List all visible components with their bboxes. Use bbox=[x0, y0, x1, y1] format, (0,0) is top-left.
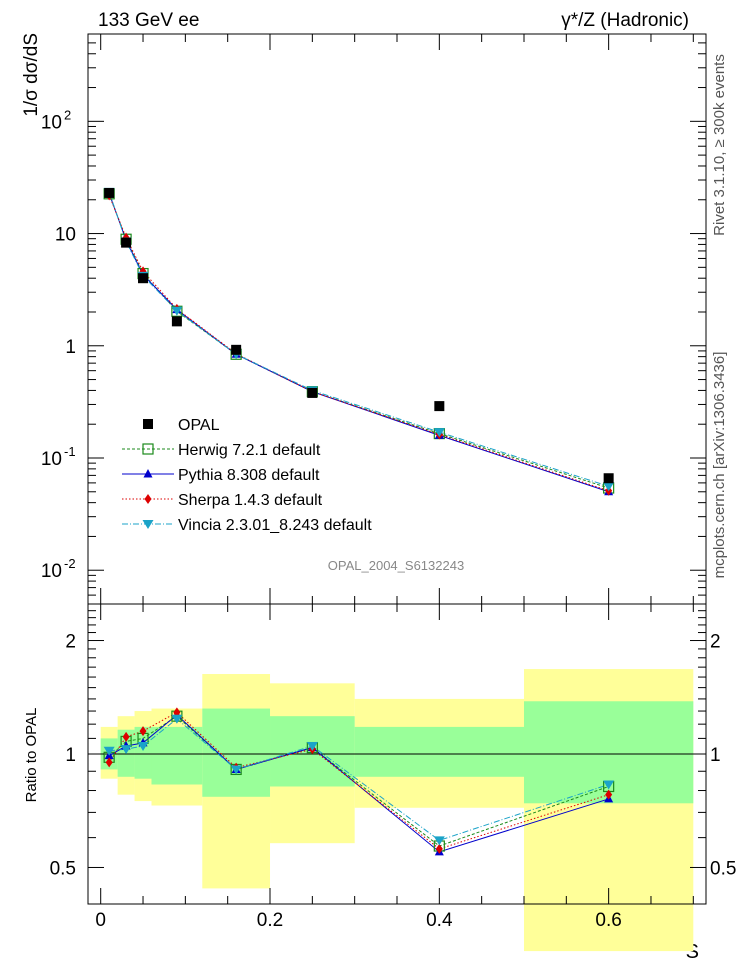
legend-label: Sherpa 1.4.3 default bbox=[178, 492, 323, 509]
opal-data-point bbox=[138, 273, 149, 284]
ratio-y-tick-label-right: 1 bbox=[710, 745, 721, 766]
ratio-uncertainty-bands bbox=[100, 669, 694, 952]
opal-data-point bbox=[171, 316, 182, 327]
ratio-y-axis-label: Ratio to OPAL bbox=[23, 708, 40, 803]
x-tick-label: 0.2 bbox=[257, 910, 283, 931]
mcplots-label: mcplots.cern.ch [arXiv:1306.3436] bbox=[711, 352, 728, 579]
legend-opal-marker bbox=[143, 419, 153, 429]
ratio-y-tick-label-right: 0.5 bbox=[710, 858, 736, 879]
opal-data-point bbox=[434, 401, 445, 412]
main-y-tick-label: 10 bbox=[41, 112, 62, 133]
plot-title-left: 133 GeV ee bbox=[98, 10, 199, 31]
legend-label: OPAL bbox=[178, 417, 220, 434]
x-tick-label: 0.4 bbox=[426, 910, 453, 931]
ratio-series-point bbox=[122, 731, 130, 742]
green-band-bin bbox=[354, 726, 524, 777]
ratio-series-point bbox=[230, 765, 242, 775]
green-band-bin bbox=[202, 708, 271, 797]
opal-data-point bbox=[121, 237, 132, 248]
ratio-series-point bbox=[433, 836, 445, 846]
legend-marker bbox=[142, 443, 154, 455]
ratio-series-point bbox=[306, 742, 318, 752]
legend-label: Pythia 8.308 default bbox=[178, 467, 320, 484]
main-series-point bbox=[171, 306, 183, 316]
main-y-axis-label: 1/σ dσ/dS bbox=[21, 33, 42, 117]
x-tick-label: 0.6 bbox=[595, 910, 621, 931]
main-y-tick-label: 10 bbox=[55, 225, 76, 246]
main-y-tick-exponent: 2 bbox=[64, 107, 71, 122]
x-tick-label: 0 bbox=[95, 910, 106, 931]
ratio-series-point bbox=[139, 726, 147, 737]
legend-label: Herwig 7.2.1 default bbox=[178, 442, 321, 459]
main-y-tick-exponent: -1 bbox=[64, 444, 76, 459]
ratio-series-layer bbox=[103, 707, 615, 856]
ratio-y-tick-label-left: 0.5 bbox=[50, 858, 76, 879]
ratio-y-tick-label-left: 2 bbox=[65, 632, 76, 653]
ratio-series-point bbox=[103, 746, 115, 756]
main-y-tick-label: 10 bbox=[41, 449, 62, 470]
main-series-point bbox=[603, 482, 615, 492]
main-y-tick-exponent: -2 bbox=[64, 556, 76, 571]
opal-data-point bbox=[104, 187, 115, 198]
axis-ticks bbox=[88, 33, 706, 905]
ratio-series-point bbox=[435, 843, 443, 854]
legend: OPAL Herwig 7.2.1 default Pythia 8.308 def… bbox=[122, 417, 372, 534]
green-band-bin bbox=[151, 726, 203, 785]
opal-data-point bbox=[231, 344, 242, 355]
ratio-series-point bbox=[605, 789, 613, 800]
legend-marker bbox=[143, 469, 153, 478]
main-series-line bbox=[108, 193, 609, 489]
opal-data-point bbox=[603, 473, 614, 484]
main-series-point bbox=[433, 428, 445, 438]
ratio-y-tick-label-right: 2 bbox=[710, 632, 721, 653]
legend-marker bbox=[142, 520, 154, 529]
analysis-watermark: OPAL_2004_S6132243 bbox=[328, 558, 464, 573]
rivet-label: Rivet 3.1.10, ≥ 300k events bbox=[711, 54, 728, 236]
ratio-series-point bbox=[105, 757, 113, 768]
legend-marker bbox=[144, 494, 152, 504]
ratio-series-point bbox=[603, 780, 615, 790]
opal-data-point bbox=[307, 387, 318, 398]
main-y-tick-label: 1 bbox=[65, 337, 76, 358]
ratio-series-point bbox=[171, 714, 183, 724]
main-series-layer bbox=[103, 187, 615, 496]
legend-label: Vincia 2.3.01_8.243 default bbox=[178, 517, 372, 534]
main-y-tick-label: 10 bbox=[41, 561, 62, 582]
ratio-series-point bbox=[120, 745, 132, 755]
ratio-series-point bbox=[137, 742, 149, 752]
plot-title-right: γ*/Z (Hadronic) bbox=[561, 10, 689, 31]
ratio-y-tick-label-left: 1 bbox=[65, 745, 76, 766]
